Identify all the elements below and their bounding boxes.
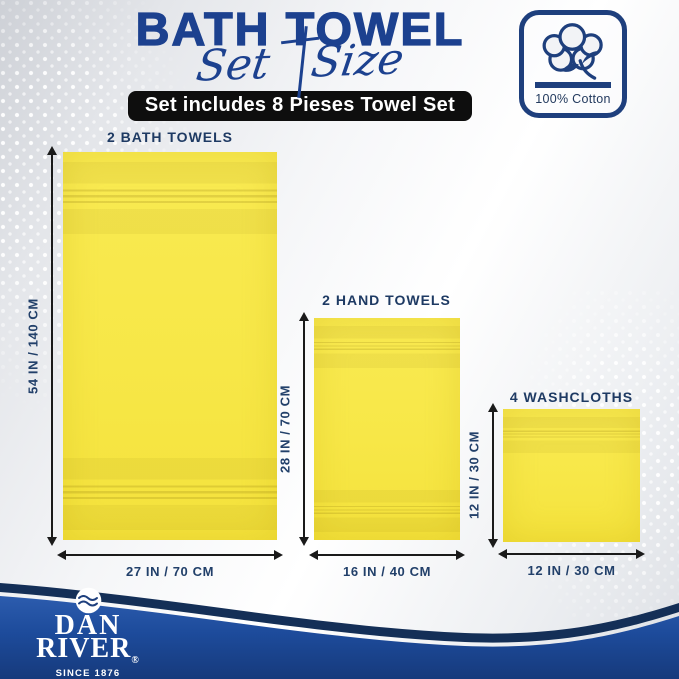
bath-towel-label: 2 BATH TOWELS (106, 129, 234, 145)
washcloth-width-value: 12 IN / 30 CM (527, 563, 616, 578)
bath-towel-height-value: 54 IN / 140 CM (25, 298, 41, 394)
washcloth-swatch (503, 409, 640, 542)
bath-towel-width-value: 27 IN / 70 CM (126, 564, 214, 579)
washcloth-label: 4 WASHCLOTHS (509, 389, 634, 405)
brand-name-line1: DAN (54, 610, 122, 641)
hand-towel-height-value: 28 IN / 70 CM (277, 385, 293, 473)
towel-band (314, 326, 460, 368)
cotton-divider-bar (535, 82, 611, 88)
hand-towel-width-arrow (309, 550, 465, 560)
river-wave-icon (75, 587, 101, 614)
script-word-set: Set (193, 39, 273, 92)
set-includes-badge: Set includes 8 Pieses Towel Set (127, 91, 473, 122)
bottom-wave-graphic (0, 583, 679, 679)
hand-towel-height-arrow (299, 312, 309, 546)
header: BATH TOWEL Set Size Set includes 8 Piese… (0, 5, 600, 122)
page-title: BATH TOWEL (135, 3, 465, 55)
cotton-flower-icon (542, 23, 603, 80)
towel-band (63, 458, 277, 530)
towel-band (63, 162, 277, 234)
cotton-label: 100% Cotton (535, 92, 611, 106)
towel-band (314, 490, 460, 532)
brand-tagline: SINCE 1876 (55, 667, 121, 679)
bath-towel-width-arrow (57, 550, 283, 560)
hand-towel-swatch (314, 318, 460, 540)
washcloth-height-arrow (488, 403, 498, 548)
cotton-emblem: 100% Cotton (519, 10, 627, 118)
washcloth-height-value: 12 IN / 30 CM (466, 431, 482, 520)
hand-towel-width-value: 16 IN / 40 CM (343, 564, 431, 579)
registered-mark: ® (131, 655, 140, 667)
towel-band (503, 417, 640, 453)
brand-logo: DAN RIVER® SINCE 1876 (30, 587, 146, 678)
bath-towel-swatch (63, 152, 277, 540)
script-word-size: Size (308, 34, 407, 88)
brand-name-text: RIVER (36, 633, 132, 665)
bath-towel-height-arrow (47, 146, 57, 546)
hand-towel-label: 2 HAND TOWELS (322, 292, 451, 308)
brand-name-line2: RIVER® (30, 635, 146, 667)
washcloth-width-arrow (498, 549, 645, 559)
